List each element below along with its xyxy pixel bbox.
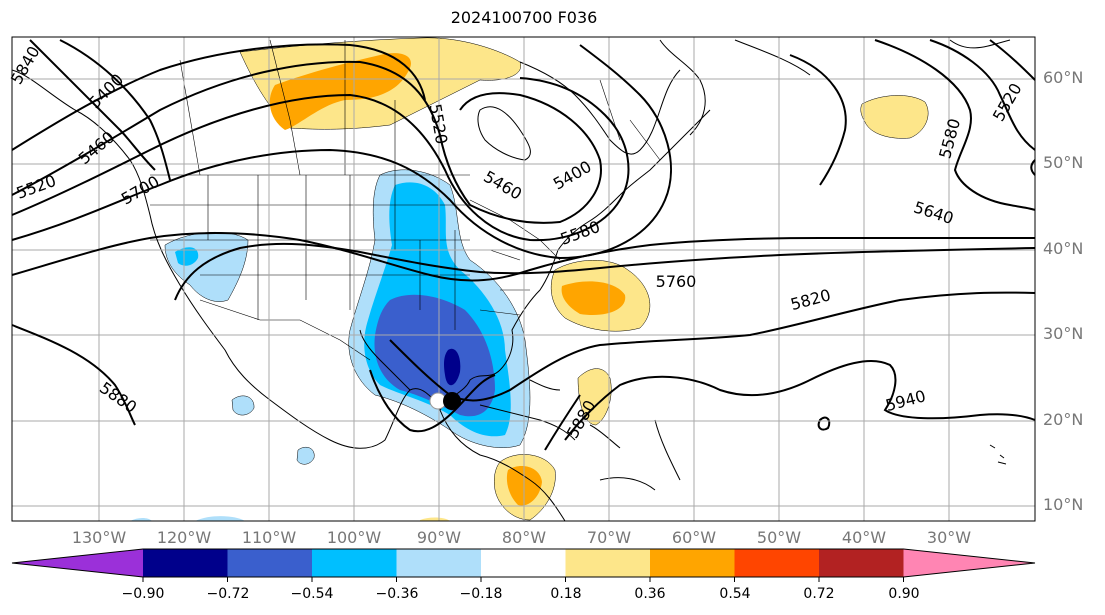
colorbar-segment bbox=[565, 549, 650, 577]
colorbar-tick-label: −0.90 bbox=[121, 586, 165, 602]
storm-center-marker bbox=[429, 392, 461, 410]
colorbar-tick-label: −0.72 bbox=[206, 586, 250, 602]
colorbar-tick-label: −0.36 bbox=[375, 586, 419, 602]
colorbar-segment bbox=[481, 549, 566, 577]
colorbar-tick-label: −0.18 bbox=[459, 586, 503, 602]
lon-label: 110°W bbox=[241, 528, 297, 547]
colorbar-segment bbox=[396, 549, 481, 577]
lon-label: 50°W bbox=[756, 528, 802, 547]
lon-label: 130°W bbox=[71, 528, 127, 547]
lon-label: 80°W bbox=[501, 528, 547, 547]
lon-label: 60°W bbox=[671, 528, 717, 547]
colorbar-segment bbox=[12, 549, 143, 577]
colorbar bbox=[11, 548, 1036, 582]
colorbar-segment bbox=[227, 549, 312, 577]
colorbar-tick-label: −0.54 bbox=[290, 586, 334, 602]
colorbar-segment bbox=[143, 549, 228, 577]
lon-label: 120°W bbox=[156, 528, 212, 547]
colorbar-tick-label: 0.36 bbox=[634, 586, 666, 602]
lon-label: 40°W bbox=[841, 528, 887, 547]
map-title: 2024100700 F036 bbox=[450, 8, 598, 27]
map-panel: 5840 5400 5460 5520 5700 5520 5460 5400 … bbox=[7, 36, 1036, 522]
lon-label: 100°W bbox=[326, 528, 382, 547]
map-frame bbox=[11, 36, 1036, 522]
lat-label: 30°N bbox=[1043, 324, 1084, 343]
lat-label: 60°N bbox=[1043, 68, 1084, 87]
lat-label: 40°N bbox=[1043, 239, 1084, 258]
lat-label: 20°N bbox=[1043, 410, 1084, 429]
lon-label: 70°W bbox=[586, 528, 632, 547]
lat-label: 10°N bbox=[1043, 495, 1084, 514]
colorbar-segment bbox=[819, 549, 904, 577]
colorbar-segment bbox=[734, 549, 819, 577]
colorbar-segment bbox=[650, 549, 735, 577]
colorbar-tick-label: 0.90 bbox=[888, 586, 920, 602]
lat-label: 50°N bbox=[1043, 153, 1084, 172]
colorbar-tick-label: 0.54 bbox=[719, 586, 751, 602]
colorbar-tick-label: 0.18 bbox=[550, 586, 582, 602]
positive-anomaly-shading bbox=[239, 37, 929, 521]
contour-label: 5760 bbox=[656, 272, 697, 291]
colorbar-segment bbox=[903, 549, 1035, 577]
lon-label: 90°W bbox=[416, 528, 462, 547]
colorbar-tick-label: 0.72 bbox=[803, 586, 835, 602]
lon-label: 30°W bbox=[926, 528, 972, 547]
colorbar-segment bbox=[312, 549, 397, 577]
